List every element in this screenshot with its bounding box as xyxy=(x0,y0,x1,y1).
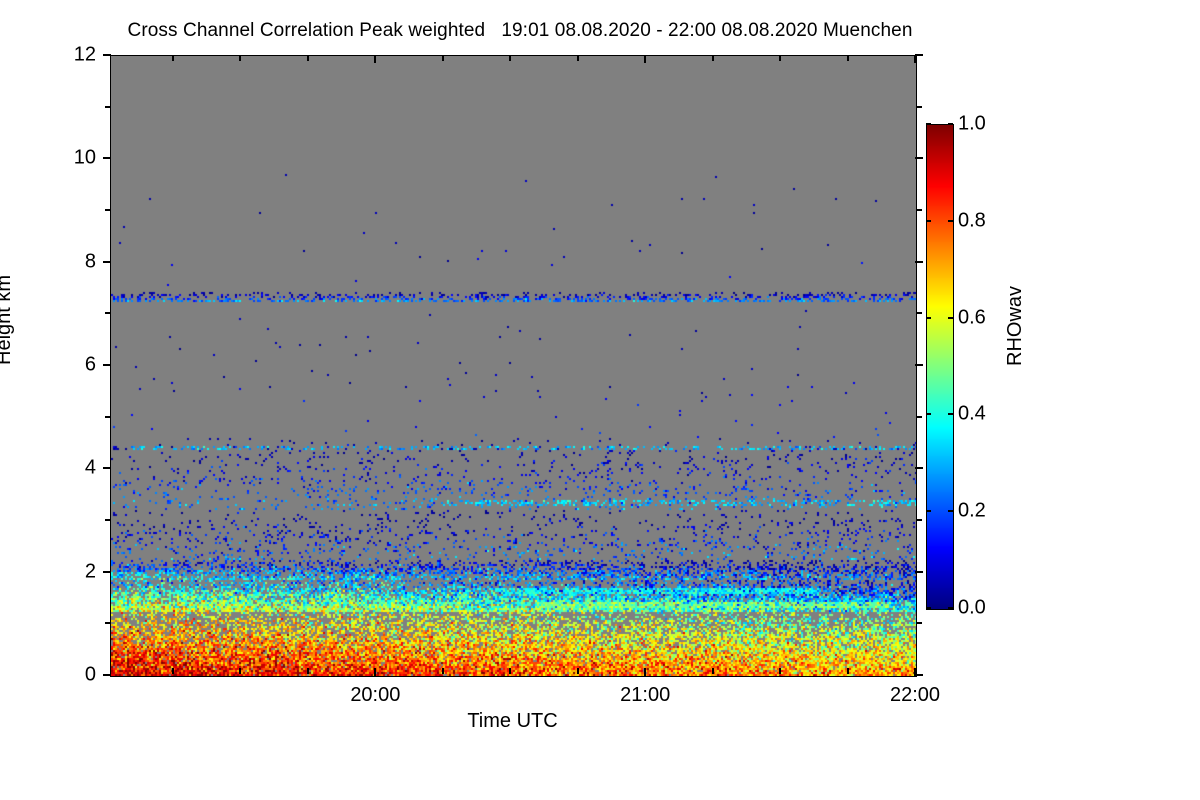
y-tick-major-right xyxy=(915,260,923,263)
x-tick-label: 22:00 xyxy=(889,684,941,706)
y-tick-major xyxy=(103,467,111,470)
y-tick-minor-right xyxy=(916,105,922,108)
y-tick-major xyxy=(103,570,111,573)
colorbar-tick xyxy=(926,607,931,609)
y-tick-minor xyxy=(105,415,111,418)
y-tick-major-right xyxy=(915,674,923,676)
y-tick-minor xyxy=(105,312,111,315)
x-tick-minor xyxy=(509,668,512,674)
colorbar-tick xyxy=(926,413,931,416)
y-tick-minor xyxy=(105,209,111,211)
colorbar-tick xyxy=(926,123,931,125)
colorbar-tick xyxy=(948,510,953,513)
colorbar-tick xyxy=(948,607,953,609)
y-tick-minor-right xyxy=(916,209,922,211)
y-tick-major-right xyxy=(915,467,923,470)
y-tick-major xyxy=(103,157,111,160)
y-tick-major xyxy=(103,364,111,366)
x-tick-minor-top xyxy=(239,55,242,61)
x-tick-minor-top xyxy=(441,55,444,61)
x-tick-major xyxy=(914,668,916,676)
colorbar-title: RHOwav xyxy=(1004,285,1026,366)
x-tick-minor xyxy=(171,668,174,674)
x-tick-minor-top xyxy=(711,55,714,61)
y-tick-label: 12 xyxy=(73,43,96,66)
y-tick-minor xyxy=(105,622,111,625)
x-tick-minor-top xyxy=(306,55,309,61)
x-tick-minor-top xyxy=(509,55,512,61)
y-tick-minor xyxy=(105,105,111,108)
x-tick-major-top xyxy=(374,55,377,63)
y-tick-major xyxy=(103,674,111,676)
y-tick-major xyxy=(103,260,111,263)
colorbar[interactable] xyxy=(926,124,954,610)
x-tick-minor xyxy=(711,668,714,674)
x-tick-major xyxy=(374,668,377,676)
y-tick-minor-right xyxy=(916,622,922,625)
x-tick-major-top xyxy=(644,55,647,63)
colorbar-tick-label: 0.0 xyxy=(958,596,986,619)
colorbar-tick-label: 0.6 xyxy=(958,306,986,329)
y-tick-label: 10 xyxy=(73,146,96,169)
y-tick-label: 2 xyxy=(84,560,96,583)
heatmap-plot-area[interactable] xyxy=(110,55,917,677)
x-tick-major-top xyxy=(914,55,916,63)
x-tick-minor xyxy=(441,668,444,674)
colorbar-tick xyxy=(948,316,953,319)
colorbar-tick-label: 0.2 xyxy=(958,499,986,522)
y-tick-minor-right xyxy=(916,415,922,418)
x-tick-major xyxy=(644,668,647,676)
x-axis-title: Time UTC xyxy=(467,710,558,732)
x-tick-minor xyxy=(306,668,309,674)
colorbar-tick xyxy=(948,413,953,416)
x-tick-minor xyxy=(846,668,849,674)
x-tick-minor xyxy=(779,668,782,674)
y-tick-minor xyxy=(105,519,111,521)
y-tick-major-right xyxy=(915,157,923,160)
page-title: Cross Channel Correlation Peak weighted … xyxy=(127,20,913,41)
y-tick-minor-right xyxy=(916,519,922,521)
y-tick-major-right xyxy=(915,364,923,366)
colorbar-tick xyxy=(948,219,953,222)
y-axis-title: Height km xyxy=(0,274,15,365)
x-tick-label: 20:00 xyxy=(350,684,401,706)
x-tick-minor-top xyxy=(779,55,782,61)
x-tick-minor xyxy=(239,668,242,674)
colorbar-tick xyxy=(926,219,931,222)
colorbar-gradient xyxy=(927,125,953,609)
colorbar-tick xyxy=(926,316,931,319)
y-tick-major xyxy=(103,54,111,56)
colorbar-tick xyxy=(926,510,931,513)
x-tick-minor-top xyxy=(576,55,579,61)
y-tick-major-right xyxy=(915,54,923,56)
x-tick-minor xyxy=(576,668,579,674)
y-tick-label: 4 xyxy=(84,456,96,479)
y-tick-label: 0 xyxy=(84,663,96,686)
y-tick-label: 6 xyxy=(84,353,96,376)
y-tick-minor-right xyxy=(916,312,922,315)
colorbar-tick-label: 0.4 xyxy=(958,402,986,425)
colorbar-tick xyxy=(948,123,953,125)
colorbar-tick-label: 0.8 xyxy=(958,209,986,232)
y-tick-label: 8 xyxy=(84,250,96,273)
y-tick-major-right xyxy=(915,570,923,573)
heatmap-canvas xyxy=(111,56,916,676)
x-tick-minor-top xyxy=(846,55,849,61)
x-tick-label: 21:00 xyxy=(620,684,671,706)
x-tick-minor-top xyxy=(171,55,174,61)
colorbar-tick-label: 1.0 xyxy=(958,112,986,135)
